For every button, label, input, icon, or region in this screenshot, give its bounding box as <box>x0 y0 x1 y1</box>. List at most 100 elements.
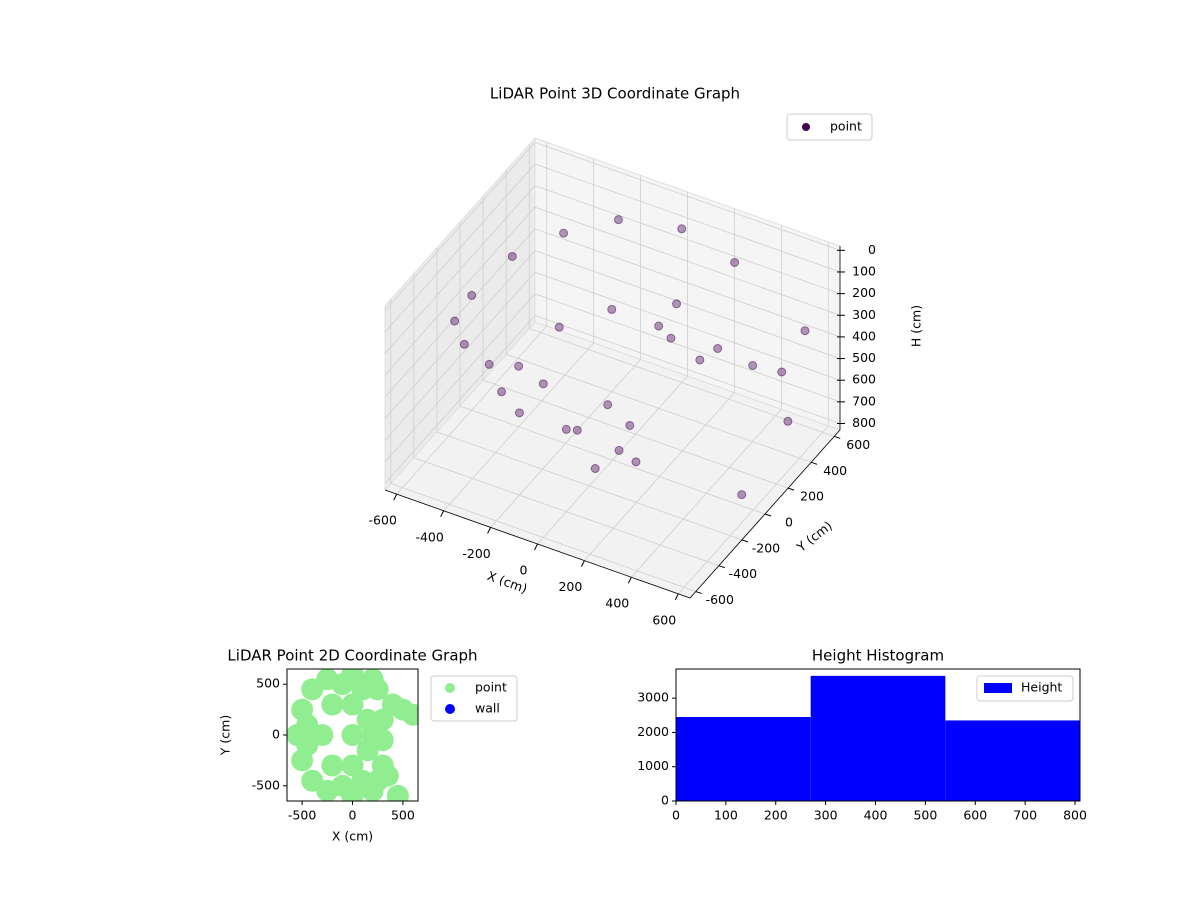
x-tick <box>534 543 538 551</box>
z-axis-label: H (cm) <box>909 305 924 347</box>
x-tick-label: 0 <box>672 808 680 823</box>
point <box>351 769 374 792</box>
x-tick-label: -400 <box>415 529 443 544</box>
point <box>625 420 635 430</box>
grid-line <box>534 228 841 338</box>
point <box>554 322 564 332</box>
point <box>713 344 723 354</box>
point <box>484 359 494 369</box>
z-tick-label: 200 <box>852 285 876 300</box>
point <box>331 673 354 696</box>
grid-line <box>413 457 719 567</box>
y-tick-label: -200 <box>752 540 780 555</box>
point <box>672 299 682 309</box>
grid-line <box>436 431 743 541</box>
point <box>666 333 676 343</box>
point <box>341 724 364 746</box>
point <box>561 424 571 434</box>
legend-label: Height <box>1021 680 1062 695</box>
x-tick-label: -600 <box>369 513 397 528</box>
z-tick-label: 100 <box>852 263 876 278</box>
chart-title: LiDAR Point 2D Coordinate Graph <box>227 647 477 665</box>
point <box>321 693 344 716</box>
y-tick-label: -400 <box>729 566 757 581</box>
z-tick-label: 700 <box>852 393 876 408</box>
point <box>514 408 524 418</box>
point <box>450 316 460 326</box>
grid-line <box>534 293 841 403</box>
grid-line <box>384 142 536 311</box>
y-tick-label: 500 <box>256 676 280 691</box>
z-tick-label: 500 <box>852 350 876 365</box>
point <box>296 713 319 736</box>
point <box>737 490 747 500</box>
x-tick <box>580 560 585 567</box>
y-tick-label: 600 <box>846 437 870 452</box>
x-tick-label: 100 <box>714 808 738 823</box>
point <box>695 355 705 365</box>
point <box>507 251 517 261</box>
x-tick <box>487 527 492 534</box>
y-tick <box>810 461 818 465</box>
point <box>459 339 469 349</box>
grid-line <box>534 271 841 381</box>
z-tick-label: 0 <box>868 242 876 257</box>
axes-frame <box>675 668 1081 802</box>
grid-line <box>534 163 841 273</box>
x-tick-label: 500 <box>913 808 937 823</box>
axis-line <box>384 489 691 599</box>
x-tick-label: 0 <box>520 563 528 578</box>
legend-marker <box>802 123 810 131</box>
bar <box>676 717 811 801</box>
point <box>401 703 418 726</box>
grid-line <box>384 163 536 333</box>
y-tick-label: 200 <box>800 489 824 504</box>
grid-line <box>384 315 536 484</box>
y-tick-label: 1000 <box>637 758 669 773</box>
point <box>467 290 477 300</box>
grid-line <box>534 206 841 316</box>
grid-line <box>529 328 835 437</box>
y-tick-label: 0 <box>272 727 280 742</box>
z-tick-label: 300 <box>852 307 876 322</box>
y-tick-label: 0 <box>785 515 793 530</box>
z-tick-label: 600 <box>852 372 876 387</box>
grid-line <box>384 293 536 463</box>
x-tick <box>393 493 398 501</box>
y-tick <box>834 435 841 439</box>
grid-line <box>534 141 841 251</box>
y-tick-label: 3000 <box>637 690 669 705</box>
y-tick-label: -600 <box>706 592 734 607</box>
z-tick-label: 400 <box>852 328 876 343</box>
z-tick-label: 800 <box>852 415 876 430</box>
y-tick <box>787 487 795 491</box>
x-tick-label: -500 <box>288 808 316 823</box>
point <box>497 387 507 397</box>
point <box>748 361 758 371</box>
grid-line <box>482 379 789 489</box>
point <box>590 464 600 474</box>
y-tick <box>741 539 749 543</box>
x-tick <box>627 577 632 584</box>
bar <box>810 675 946 801</box>
axis-line <box>689 429 841 599</box>
x-tick-label: 400 <box>605 596 629 611</box>
legend-marker <box>445 704 455 714</box>
point <box>296 734 319 757</box>
legend-box <box>430 675 518 722</box>
point <box>559 228 569 238</box>
x-tick-label: 200 <box>764 808 788 823</box>
grid-line <box>384 250 536 419</box>
x-tick-label: 600 <box>652 612 676 627</box>
chart-title: Height Histogram <box>812 647 944 665</box>
bar <box>945 720 1080 801</box>
legend-box <box>976 675 1074 702</box>
legend-marker <box>984 683 1012 693</box>
grid-line <box>384 228 536 398</box>
grid-line <box>390 483 696 592</box>
grid-line <box>534 250 841 359</box>
x-axis-label: X (cm) <box>332 829 373 844</box>
y-tick-label: 400 <box>823 463 847 478</box>
x-tick-label: 500 <box>391 808 415 823</box>
